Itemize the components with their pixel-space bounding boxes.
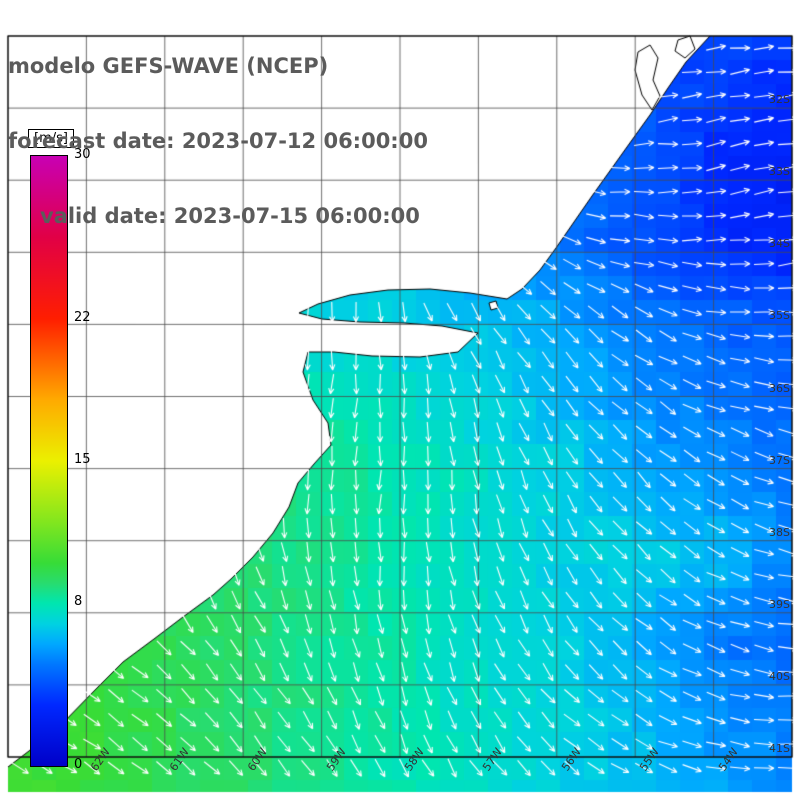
colorbar-tick-8: 8 [74,594,83,610]
lat-label-41S: 41S [769,742,790,755]
forecast-date-label: forecast date: 2023-07-12 06:00:00 [8,129,428,153]
colorbar-tick-0: 0 [74,757,83,772]
colorbar-unit-label: [m/s] [28,129,74,148]
colorbar-tick-22: 22 [74,309,91,325]
lat-label-36S: 36S [769,382,790,395]
colorbar-tick-15: 15 [74,452,91,467]
lat-label-33S: 33S [769,165,790,178]
valid-date-label: valid date: 2023-07-15 06:00:00 [40,204,420,228]
lat-label-32S: 32S [769,93,790,106]
colorbar-tick-30: 30 [74,147,91,162]
lat-label-38S: 38S [769,526,790,539]
lat-label-37S: 37S [769,454,790,467]
map-title-block: modelo GEFS-WAVE (NCEP) forecast date: 2… [8,4,428,279]
lat-label-40S: 40S [769,670,790,683]
lat-label-39S: 39S [769,598,790,611]
lat-label-35S: 35S [769,309,790,322]
colorbar-gradient [30,155,68,767]
lat-label-34S: 34S [769,237,790,250]
model-title: modelo GEFS-WAVE (NCEP) [8,54,329,78]
